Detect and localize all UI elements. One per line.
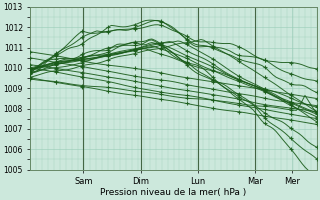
- X-axis label: Pression niveau de la mer( hPa ): Pression niveau de la mer( hPa ): [100, 188, 247, 197]
